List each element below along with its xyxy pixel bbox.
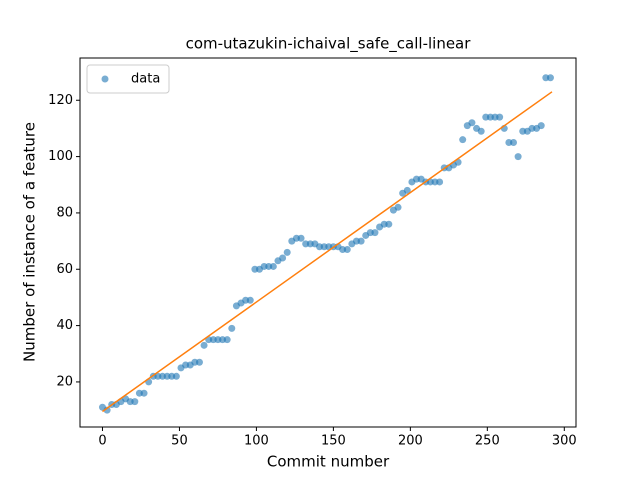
x-tick-label: 300 bbox=[552, 434, 577, 449]
data-point bbox=[195, 358, 203, 366]
x-tick-label: 50 bbox=[171, 434, 188, 449]
y-tick-label: 100 bbox=[48, 149, 73, 164]
y-tick-label: 80 bbox=[56, 205, 73, 220]
data-point bbox=[228, 324, 236, 332]
legend-label: data bbox=[131, 72, 160, 87]
x-tick-label: 200 bbox=[398, 434, 423, 449]
y-tick-label: 120 bbox=[48, 93, 73, 108]
data-point bbox=[103, 406, 111, 414]
y-tick-label: 20 bbox=[56, 374, 73, 389]
data-point bbox=[385, 220, 393, 228]
data-point bbox=[477, 127, 485, 135]
data-point bbox=[200, 341, 208, 349]
legend-box bbox=[86, 64, 170, 94]
y-tick-label: 40 bbox=[56, 318, 73, 333]
data-point bbox=[468, 119, 476, 127]
data-point bbox=[343, 246, 351, 254]
data-point bbox=[537, 122, 545, 130]
y-tick-label: 60 bbox=[56, 262, 73, 277]
data-point bbox=[403, 186, 411, 194]
data-point bbox=[371, 229, 379, 237]
chart-title: com-utazukin-ichaival_safe_call-linear bbox=[186, 35, 472, 54]
data-point bbox=[279, 254, 287, 262]
x-tick-label: 100 bbox=[244, 434, 269, 449]
data-point bbox=[269, 262, 277, 270]
data-point bbox=[459, 136, 467, 144]
y-axis-label: Number of instance of a feature bbox=[21, 122, 39, 362]
data-point bbox=[509, 139, 517, 147]
x-tick-label: 0 bbox=[98, 434, 106, 449]
data-point bbox=[297, 234, 305, 242]
x-tick-label: 250 bbox=[475, 434, 500, 449]
data-point bbox=[394, 203, 402, 211]
x-tick-label: 150 bbox=[321, 434, 346, 449]
data-point bbox=[546, 74, 554, 82]
data-point bbox=[172, 372, 180, 380]
data-point bbox=[131, 398, 139, 406]
x-axis-label: Commit number bbox=[267, 453, 390, 471]
data-point bbox=[283, 248, 291, 256]
plot-frame bbox=[79, 57, 577, 428]
data-point bbox=[514, 153, 522, 161]
data-point bbox=[246, 296, 254, 304]
data-point bbox=[223, 336, 231, 344]
data-point bbox=[436, 178, 444, 186]
data-point bbox=[140, 389, 148, 397]
legend-swatch bbox=[101, 75, 109, 83]
fit-line bbox=[102, 91, 553, 413]
data-point bbox=[357, 237, 365, 245]
data-point bbox=[496, 113, 504, 121]
